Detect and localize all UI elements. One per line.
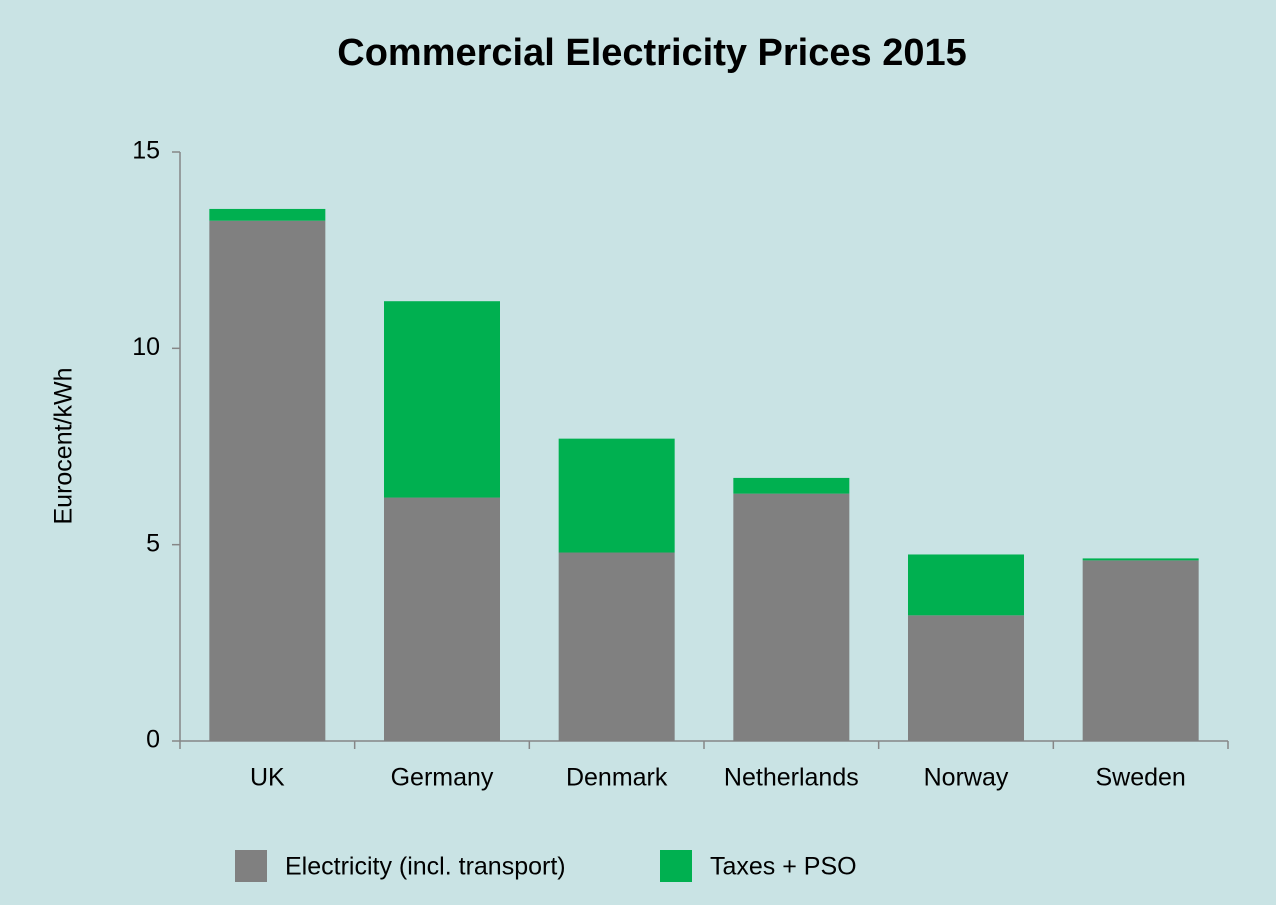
y-axis-label: Eurocent/kWh (50, 367, 78, 524)
legend-swatch (660, 850, 692, 882)
x-tick-label: UK (250, 764, 285, 792)
x-tick-label: Denmark (566, 764, 668, 792)
bar-segment (1082, 560, 1199, 741)
legend-label: Electricity (incl. transport) (285, 853, 566, 881)
x-tick-label: Sweden (1095, 764, 1185, 792)
bar-segment (209, 208, 326, 221)
y-tick-label: 5 (146, 529, 160, 557)
bar-segment (384, 497, 500, 741)
y-tick-label: 10 (132, 333, 160, 361)
bar-segment (209, 220, 326, 741)
bar-segment (558, 438, 675, 553)
y-tick-label: 0 (146, 726, 160, 754)
x-tick-label: Norway (924, 764, 1009, 792)
x-tick-label: Netherlands (724, 764, 859, 792)
x-tick-label: Germany (391, 764, 494, 792)
bar-segment (908, 554, 1024, 616)
bar-segment (908, 615, 1024, 741)
bar-segment (384, 301, 500, 498)
chart-title: Commercial Electricity Prices 2015 (337, 32, 967, 74)
bar-segment (733, 477, 850, 494)
y-tick-label: 15 (132, 137, 160, 165)
bar-segment (1082, 558, 1199, 561)
legend-label: Taxes + PSO (710, 853, 857, 881)
legend-swatch (235, 850, 267, 882)
bar-segment (558, 552, 675, 741)
bar-segment (733, 493, 850, 741)
